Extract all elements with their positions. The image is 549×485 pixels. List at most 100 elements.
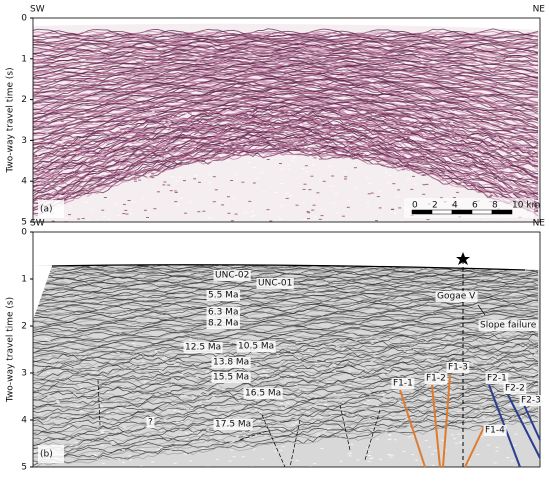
noise — [404, 165, 408, 167]
noise — [335, 212, 339, 214]
reflector — [33, 400, 539, 447]
noise — [287, 164, 291, 166]
noise — [279, 218, 283, 220]
noise — [384, 431, 388, 433]
side-label: NE — [533, 219, 546, 229]
scale-bar-segment — [411, 209, 433, 215]
noise — [314, 216, 317, 218]
noise — [153, 114, 156, 115]
noise — [33, 371, 37, 373]
noise — [382, 396, 386, 398]
noise — [533, 155, 537, 157]
noise — [242, 435, 246, 437]
noise — [464, 385, 468, 387]
noise — [87, 394, 91, 396]
noise — [424, 142, 428, 143]
noise — [426, 357, 430, 359]
noise — [532, 374, 536, 376]
noise — [285, 193, 289, 195]
side-label: SW — [30, 219, 45, 229]
noise — [78, 175, 82, 177]
noise — [73, 396, 77, 398]
noise — [493, 462, 497, 464]
noise — [286, 402, 290, 404]
noise — [403, 158, 407, 160]
reflector — [33, 300, 539, 325]
noise — [132, 201, 136, 203]
noise — [221, 204, 225, 206]
noise — [523, 128, 527, 130]
noise — [412, 175, 415, 177]
noise — [499, 193, 503, 195]
noise — [294, 422, 298, 424]
noise — [243, 212, 247, 214]
noise — [176, 421, 180, 423]
side-label: NE — [533, 5, 546, 15]
noise — [84, 195, 88, 196]
noise — [453, 150, 457, 152]
noise — [297, 128, 301, 130]
noise — [470, 170, 474, 172]
noise — [348, 369, 352, 371]
noise — [314, 360, 317, 362]
noise — [318, 179, 322, 181]
noise — [141, 198, 145, 199]
noise — [245, 436, 249, 437]
noise — [374, 159, 378, 161]
reflector — [33, 309, 538, 333]
noise — [188, 141, 192, 143]
noise — [109, 438, 113, 440]
noise — [158, 158, 162, 159]
noise — [336, 346, 340, 348]
noise — [48, 120, 52, 122]
noise — [506, 363, 510, 365]
seismic-section — [33, 232, 540, 467]
noise — [320, 448, 324, 449]
reflector — [33, 395, 539, 441]
noise — [388, 434, 392, 436]
noise — [95, 171, 99, 173]
reflector — [33, 403, 539, 450]
noise — [495, 392, 499, 394]
noise — [279, 163, 282, 164]
noise — [192, 396, 196, 398]
noise — [102, 430, 106, 432]
reflector — [33, 411, 539, 460]
noise — [323, 404, 327, 405]
reflector — [33, 77, 539, 104]
noise — [156, 170, 160, 172]
noise — [47, 340, 51, 342]
noise — [279, 367, 283, 369]
noise — [514, 433, 518, 435]
reflector — [33, 91, 539, 128]
noise — [333, 431, 337, 433]
noise — [63, 157, 66, 159]
noise — [199, 134, 203, 136]
reflector — [33, 71, 539, 96]
noise — [393, 365, 397, 367]
noise — [328, 144, 332, 146]
noise — [113, 401, 117, 403]
noise — [333, 365, 337, 367]
noise — [84, 202, 88, 203]
noise — [331, 175, 335, 177]
noise — [510, 177, 514, 179]
noise — [182, 161, 186, 163]
noise — [211, 396, 215, 398]
annotation-bg — [211, 372, 251, 383]
noise — [387, 439, 391, 441]
minor-fault — [261, 414, 286, 468]
reflector — [33, 111, 539, 158]
noise — [181, 343, 184, 345]
noise — [370, 457, 374, 459]
noise — [99, 423, 103, 425]
reflector — [33, 43, 539, 57]
noise — [295, 143, 299, 145]
annotation: F2-2 — [505, 384, 525, 394]
noise — [456, 119, 460, 121]
noise — [324, 400, 328, 401]
noise — [273, 192, 277, 193]
noise — [99, 404, 102, 406]
noise — [497, 357, 501, 359]
noise — [295, 204, 299, 206]
